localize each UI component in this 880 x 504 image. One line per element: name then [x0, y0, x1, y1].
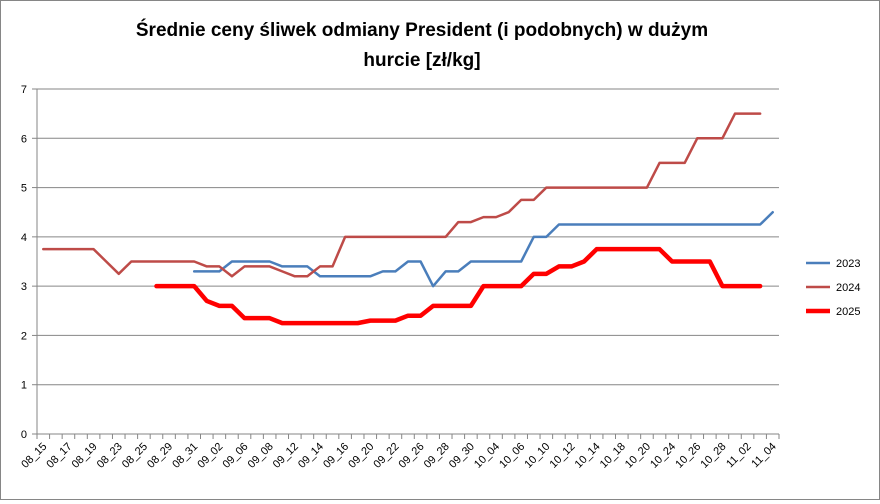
x-tick-label: 09_28 — [422, 441, 452, 471]
y-tick-label: 1 — [21, 380, 27, 392]
x-tick-label: 11_04 — [749, 441, 779, 471]
chart-title-line-2: hurcie [zł/kg] — [363, 50, 480, 71]
y-tick-label: 5 — [21, 183, 27, 195]
y-tick-label: 0 — [21, 429, 27, 441]
y-tick-label: 7 — [21, 84, 27, 96]
series-line-2025 — [154, 246, 763, 326]
x-tick-label: 09_26 — [397, 441, 427, 471]
y-tick-label: 2 — [21, 330, 27, 342]
x-tick-label: 11_02 — [724, 441, 754, 471]
x-tick-label: 10_18 — [598, 441, 628, 471]
x-tick-label: 09_08 — [246, 441, 276, 471]
series-line-2023 — [192, 210, 774, 288]
x-tick-label: 10_12 — [547, 441, 577, 471]
x-tick-label: 09_12 — [271, 441, 301, 471]
series-lines — [42, 112, 774, 326]
legend-label-2024: 2024 — [836, 282, 860, 294]
y-tick-label: 4 — [21, 232, 27, 244]
x-axis-ticks: 08_1508_1708_1908_2308_2508_2908_3109_02… — [19, 434, 780, 471]
x-tick-label: 09_06 — [221, 441, 251, 471]
x-tick-label: 10_20 — [623, 441, 653, 471]
x-tick-label: 08_15 — [19, 441, 49, 471]
x-tick-label: 09_16 — [321, 441, 351, 471]
x-tick-label: 10_14 — [573, 441, 603, 471]
x-tick-label: 10_28 — [698, 441, 728, 471]
y-axis-ticks: 0 1 2 3 4 5 6 7 — [21, 84, 37, 441]
x-tick-label: 09_20 — [346, 441, 376, 471]
x-tick-label: 08_19 — [70, 441, 100, 471]
legend: 2023 2024 2025 — [806, 258, 860, 318]
x-tick-label: 10_06 — [497, 441, 527, 471]
x-tick-label: 08_17 — [44, 441, 74, 471]
x-tick-label: 08_29 — [145, 441, 175, 471]
x-tick-label: 08_31 — [170, 441, 200, 471]
x-tick-label: 09_02 — [195, 441, 225, 471]
y-tick-label: 3 — [21, 281, 27, 293]
chart-title-line-1: Średnie ceny śliwek odmiany President (i… — [136, 19, 708, 41]
x-tick-label: 09_22 — [371, 441, 401, 471]
legend-label-2023: 2023 — [836, 258, 860, 270]
x-tick-label: 10_26 — [673, 441, 703, 471]
x-tick-label: 10_10 — [522, 441, 552, 471]
x-tick-label: 10_24 — [648, 441, 678, 471]
legend-label-2025: 2025 — [836, 306, 860, 318]
series-line-2024 — [42, 112, 762, 278]
x-tick-label: 08_23 — [95, 441, 125, 471]
x-tick-label: 09_14 — [296, 441, 326, 471]
y-tick-label: 6 — [21, 133, 27, 145]
x-tick-label: 09_30 — [447, 441, 477, 471]
x-tick-label: 08_25 — [120, 441, 150, 471]
x-tick-label: 10_04 — [472, 441, 502, 471]
